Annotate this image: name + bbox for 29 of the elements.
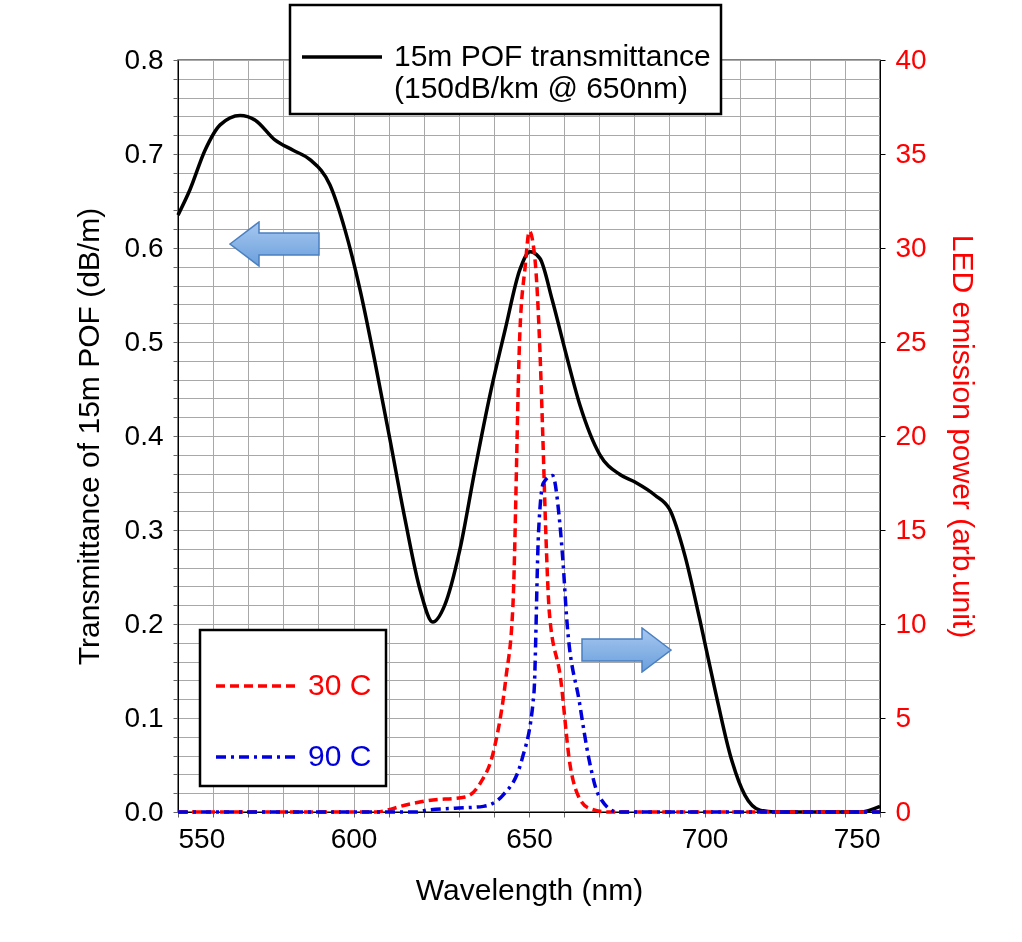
y-tick-label: 0.0 bbox=[124, 795, 164, 827]
y2-tick-label: 35 bbox=[895, 137, 927, 169]
x-axis-title: Wavelength (nm) bbox=[415, 872, 644, 906]
y-tick-label: 0.5 bbox=[124, 325, 164, 357]
y-tick-label: 0.6 bbox=[124, 231, 164, 263]
legend-label: 30 C bbox=[308, 668, 372, 701]
y-tick-label: 0.1 bbox=[124, 701, 164, 733]
y2-tick-label: 15 bbox=[895, 513, 927, 545]
legend-label: 90 C bbox=[308, 739, 372, 772]
y-tick-label: 0.7 bbox=[124, 137, 164, 169]
y-tick-label: 0.2 bbox=[124, 607, 164, 639]
x-tick-label: 700 bbox=[681, 822, 729, 854]
y-axis-title: Transmittance of 15m POF (dB/m) bbox=[71, 207, 105, 666]
y-tick-label: 0.4 bbox=[124, 419, 164, 451]
y2-tick-label: 5 bbox=[895, 701, 912, 733]
x-tick-label: 600 bbox=[330, 822, 378, 854]
legend-label: 15m POF transmittance (150dB/km @ 650nm) bbox=[394, 39, 711, 104]
y-tick-label: 0.8 bbox=[124, 43, 164, 75]
y2-tick-label: 20 bbox=[895, 419, 927, 451]
y2-tick-label: 30 bbox=[895, 231, 927, 263]
y2-tick-label: 10 bbox=[895, 607, 927, 639]
x-tick-label: 550 bbox=[178, 822, 226, 854]
x-tick-label: 650 bbox=[506, 822, 553, 854]
y2-axis-title: LED emission power (arb.unit) bbox=[946, 234, 980, 639]
y2-tick-label: 25 bbox=[895, 325, 927, 357]
y2-tick-label: 40 bbox=[895, 43, 927, 75]
y-tick-label: 0.3 bbox=[124, 513, 164, 545]
x-tick-label: 750 bbox=[833, 822, 881, 854]
y2-tick-label: 0 bbox=[895, 795, 912, 827]
